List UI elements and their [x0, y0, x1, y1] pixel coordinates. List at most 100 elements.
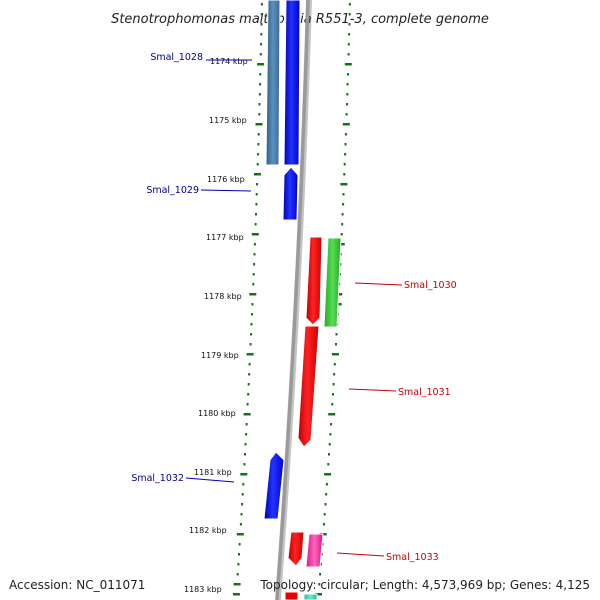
right-scale-minor-tick [318, 583, 321, 586]
left-scale-minor-tick [255, 213, 257, 216]
left-scale-minor-tick [251, 303, 254, 306]
left-scale-major-tick [255, 123, 263, 126]
left-scale-major-tick [240, 473, 248, 476]
right-scale-minor-tick [346, 83, 349, 86]
right-scale-minor-tick [343, 173, 346, 176]
gene-label-smal-1030[interactable]: Smal_1030 [404, 280, 457, 291]
right-scale-minor-tick [323, 523, 325, 526]
right-scale-minor-tick [331, 403, 334, 406]
left-scale-minor-tick [250, 333, 253, 336]
left-scale-minor-tick [258, 113, 261, 116]
gene-smal-1029[interactable] [282, 166, 299, 221]
right-scale-minor-tick [323, 513, 326, 516]
left-scale-minor-tick [236, 573, 239, 576]
left-tick-scale [232, 3, 265, 596]
gene-label-smal-1032[interactable]: Smal_1032 [131, 473, 184, 484]
right-scale-minor-tick [327, 463, 330, 466]
right-scale-minor-tick [348, 23, 351, 26]
left-scale-minor-tick [252, 273, 255, 276]
right-scale-minor-tick [344, 153, 347, 156]
right-scale-minor-tick [328, 443, 331, 446]
gene-smal-1033[interactable] [287, 531, 305, 567]
right-scale-minor-tick [340, 233, 343, 236]
left-scale-minor-tick [246, 403, 249, 406]
gene-bottom-teal[interactable] [303, 593, 318, 600]
right-scale-minor-tick [343, 163, 346, 166]
gene-label-smal-1029[interactable]: Smal_1029 [146, 185, 199, 196]
kbp-label-1178: 1178 kbp [204, 292, 242, 301]
left-scale-minor-tick [260, 33, 263, 36]
gene-label-smal-1033[interactable]: Smal_1033 [386, 552, 439, 563]
left-scale-minor-tick [237, 563, 240, 566]
left-scale-major-tick [251, 233, 259, 236]
right-scale-major-tick [328, 413, 336, 416]
left-scale-minor-tick [238, 553, 240, 556]
right-scale-minor-tick [332, 393, 334, 396]
left-scale-minor-tick [253, 263, 256, 266]
leader-smal-1033 [336, 552, 385, 557]
right-scale-minor-tick [329, 433, 332, 436]
left-scale-minor-tick [252, 283, 255, 286]
right-scale-major-tick [342, 123, 350, 126]
kbp-label-1177: 1177 kbp [206, 233, 244, 242]
right-scale-minor-tick [319, 563, 322, 566]
left-scale-minor-tick [242, 483, 245, 486]
left-scale-minor-tick [259, 53, 262, 56]
left-scale-minor-tick [241, 503, 244, 506]
gene-smal-1033-pink[interactable] [305, 533, 324, 568]
left-scale-major-tick [243, 413, 251, 416]
right-scale-minor-tick [341, 223, 344, 226]
gene-bottom-reverse[interactable] [284, 591, 299, 600]
left-scale-minor-tick [260, 43, 263, 46]
right-scale-minor-tick [347, 53, 350, 56]
gene-smal-1028[interactable] [283, 0, 301, 166]
gene-smal-1028-steel[interactable] [265, 0, 281, 166]
left-scale-minor-tick [254, 223, 257, 226]
right-scale-minor-tick [328, 453, 330, 456]
gene-smal-1030[interactable] [305, 236, 323, 326]
gene-label-smal-1028[interactable]: Smal_1028 [150, 52, 203, 63]
gene-smal-1031[interactable] [297, 325, 320, 448]
right-scale-minor-tick [348, 33, 351, 36]
accession-text: Accession: NC_011071 [9, 578, 146, 592]
right-scale-minor-tick [325, 483, 328, 486]
leader-smal-1031 [348, 388, 397, 392]
kbp-label-1182: 1182 kbp [189, 526, 227, 535]
right-scale-major-tick [315, 593, 322, 596]
left-scale-minor-tick [255, 203, 258, 206]
left-scale-minor-tick [257, 143, 260, 146]
right-scale-minor-tick [348, 13, 351, 16]
left-scale-minor-tick [241, 493, 244, 496]
kbp-label-1174: 1174 kbp [210, 57, 248, 66]
gene-smal-1030-green[interactable] [323, 237, 342, 328]
left-scale-major-tick [246, 353, 254, 356]
left-scale-minor-tick [248, 363, 251, 366]
leader-smal-1032 [185, 477, 235, 483]
gene-smal-1032[interactable] [263, 451, 285, 520]
left-scale-major-tick [233, 583, 241, 586]
right-scale-minor-tick [319, 573, 322, 576]
left-scale-minor-tick [257, 133, 260, 136]
left-scale-minor-tick [260, 23, 263, 26]
left-scale-major-tick [253, 173, 261, 176]
right-scale-major-tick [340, 183, 348, 186]
left-scale-minor-tick [260, 13, 263, 16]
left-scale-minor-tick [247, 383, 250, 386]
kbp-label-1176: 1176 kbp [207, 175, 245, 184]
right-scale-minor-tick [325, 493, 328, 496]
left-scale-minor-tick [245, 423, 248, 426]
left-scale-minor-tick [245, 433, 248, 436]
right-scale-minor-tick [345, 113, 348, 116]
left-scale-minor-tick [240, 513, 243, 516]
left-scale-minor-tick [239, 523, 242, 526]
kbp-label-1181: 1181 kbp [194, 468, 232, 477]
right-scale-minor-tick [335, 333, 338, 336]
genome-backbone-highlight [275, 0, 310, 600]
left-scale-minor-tick [257, 153, 260, 156]
gene-label-smal-1031[interactable]: Smal_1031 [398, 387, 451, 398]
right-scale-minor-tick [333, 363, 336, 366]
left-scale-minor-tick [253, 253, 256, 256]
leader-smal-1029 [200, 189, 252, 192]
right-scale-minor-tick [346, 103, 348, 106]
right-scale-minor-tick [341, 213, 344, 216]
